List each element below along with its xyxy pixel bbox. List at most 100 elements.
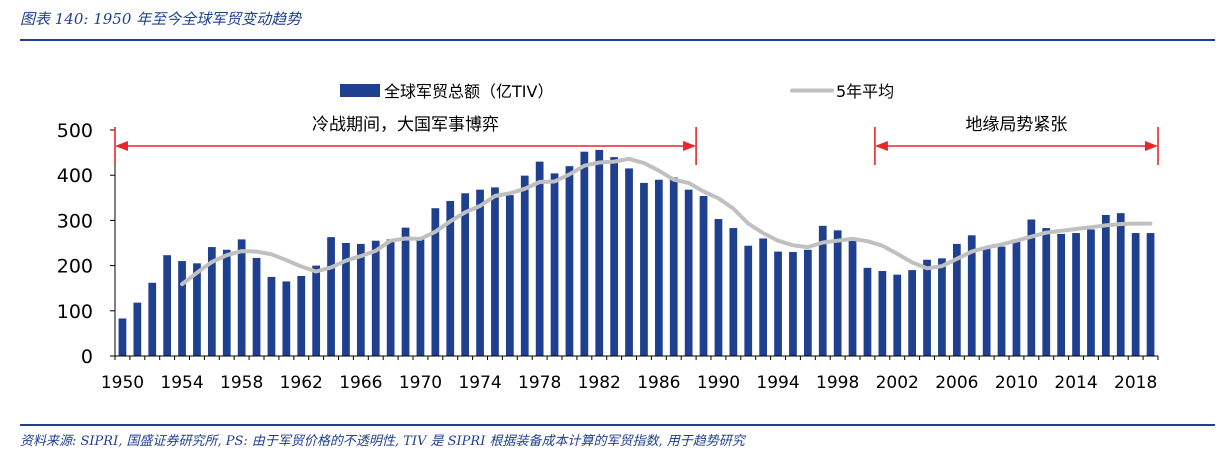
bar-1976 (505, 195, 514, 356)
bar-1970 (416, 239, 425, 356)
bar-1991 (729, 228, 738, 356)
bar-2005 (938, 258, 946, 356)
bar-1950 (118, 318, 127, 356)
x-tick-label-1978: 1978 (518, 373, 561, 393)
bars-layer (118, 149, 1155, 356)
bar-1994 (774, 251, 782, 356)
bar-1979 (550, 173, 559, 356)
bar-2006 (952, 243, 961, 356)
x-tick-label-2018: 2018 (1114, 373, 1157, 393)
bar-1967 (371, 240, 380, 356)
bar-1985 (640, 182, 648, 356)
bar-1993 (759, 238, 768, 356)
bar-1969 (401, 227, 410, 356)
bar-1955 (193, 263, 201, 356)
bar-2018 (1131, 233, 1140, 356)
bar-1975 (491, 187, 499, 356)
x-tick-label-1962: 1962 (280, 373, 323, 393)
annotation-arrowhead-left-1 (874, 141, 888, 151)
bar-1961 (282, 281, 291, 356)
bar-1999 (848, 240, 857, 356)
bar-2010 (1012, 239, 1021, 356)
bar-1953 (163, 255, 172, 356)
x-tick-label-1966: 1966 (339, 373, 382, 393)
y-tick-label-400: 400 (57, 165, 93, 187)
annotation-arrowhead-right-0 (683, 141, 697, 151)
bar-2012 (1042, 228, 1051, 356)
y-tick-label-100: 100 (57, 301, 93, 323)
x-tick-label-1994: 1994 (756, 373, 799, 393)
bar-2013 (1057, 233, 1066, 356)
bar-1995 (789, 252, 797, 356)
y-tick-label-500: 500 (57, 120, 93, 142)
bar-2011 (1027, 219, 1036, 356)
bar-1972 (446, 200, 455, 356)
source-rule (20, 424, 1215, 426)
x-tick-label-1950: 1950 (101, 373, 144, 393)
legend-swatch-total (340, 84, 380, 97)
x-tick-label-1958: 1958 (220, 373, 263, 393)
bar-2017 (1116, 213, 1125, 356)
bar-2000 (863, 267, 872, 356)
bar-1998 (833, 230, 842, 356)
x-tick-label-2010: 2010 (995, 373, 1038, 393)
bar-2014 (1072, 233, 1080, 356)
bar-2015 (1087, 229, 1095, 356)
bar-1996 (803, 249, 812, 356)
x-tick-label-1982: 1982 (578, 373, 621, 393)
bar-1990 (714, 219, 723, 356)
bar-1963 (312, 265, 321, 356)
bar-1992 (744, 245, 753, 356)
bar-2003 (908, 270, 917, 356)
bar-1962 (297, 275, 306, 356)
bar-1957 (222, 249, 231, 356)
y-tick-label-0: 0 (81, 346, 93, 368)
bar-2001 (878, 271, 887, 356)
bar-1966 (356, 243, 365, 356)
legend-label-5yr-average: 5年平均 (836, 82, 894, 101)
bar-1954 (178, 261, 186, 356)
legend: 全球军贸总额（亿TIV） 5年平均 (340, 82, 894, 101)
annotation-arrowhead-left-0 (115, 141, 128, 151)
axes-layer: 0 100 200 300 400 500 1950 1954 1958 1962 1966 1970… (57, 120, 1159, 393)
x-tick-label-2002: 2002 (876, 373, 919, 393)
legend-label-total: 全球军贸总额（亿TIV） (384, 82, 553, 101)
bar-1980 (565, 166, 574, 356)
series-line-5yr-average (180, 156, 1153, 287)
bar-2019 (1146, 233, 1155, 356)
bar-1968 (386, 239, 395, 356)
x-tick-label-1974: 1974 (458, 373, 501, 393)
bar-1986 (654, 179, 663, 356)
bar-1958 (237, 239, 246, 356)
bar-1981 (580, 151, 589, 356)
bar-1982 (595, 149, 604, 356)
bar-1987 (669, 177, 678, 356)
bar-2007 (967, 235, 976, 356)
x-tick-label-1986: 1986 (637, 373, 680, 393)
bar-1973 (461, 193, 470, 356)
bar-2008 (982, 247, 991, 356)
x-tick-label-2014: 2014 (1054, 373, 1097, 393)
bar-1978 (535, 161, 544, 356)
annotation-label-1: 地缘局势紧张 (965, 115, 1067, 135)
bar-1965 (342, 243, 350, 356)
x-tick-label-1998: 1998 (816, 373, 859, 393)
bar-1951 (133, 302, 142, 356)
bar-1997 (818, 225, 827, 356)
bar-1977 (520, 175, 529, 356)
annotation-arrowhead-right-1 (1145, 141, 1158, 151)
title-rule (20, 39, 1215, 41)
figure-title: 图表 140: 1950 年至今全球军贸变动趋势 (20, 10, 302, 28)
annotations-layer: 冷战期间，大国军事博弈 地缘局势紧张 (114, 115, 1159, 165)
bar-1989 (699, 195, 708, 356)
bar-1964 (327, 237, 335, 356)
bar-1960 (267, 276, 276, 356)
bar-1971 (431, 208, 440, 356)
bar-1974 (476, 189, 484, 356)
y-tick-label-200: 200 (57, 256, 93, 278)
y-tick-label-300: 300 (57, 210, 93, 232)
bar-2009 (997, 246, 1006, 356)
bar-1988 (684, 189, 693, 356)
bar-2016 (1101, 214, 1110, 356)
x-tick-label-2006: 2006 (935, 373, 978, 393)
